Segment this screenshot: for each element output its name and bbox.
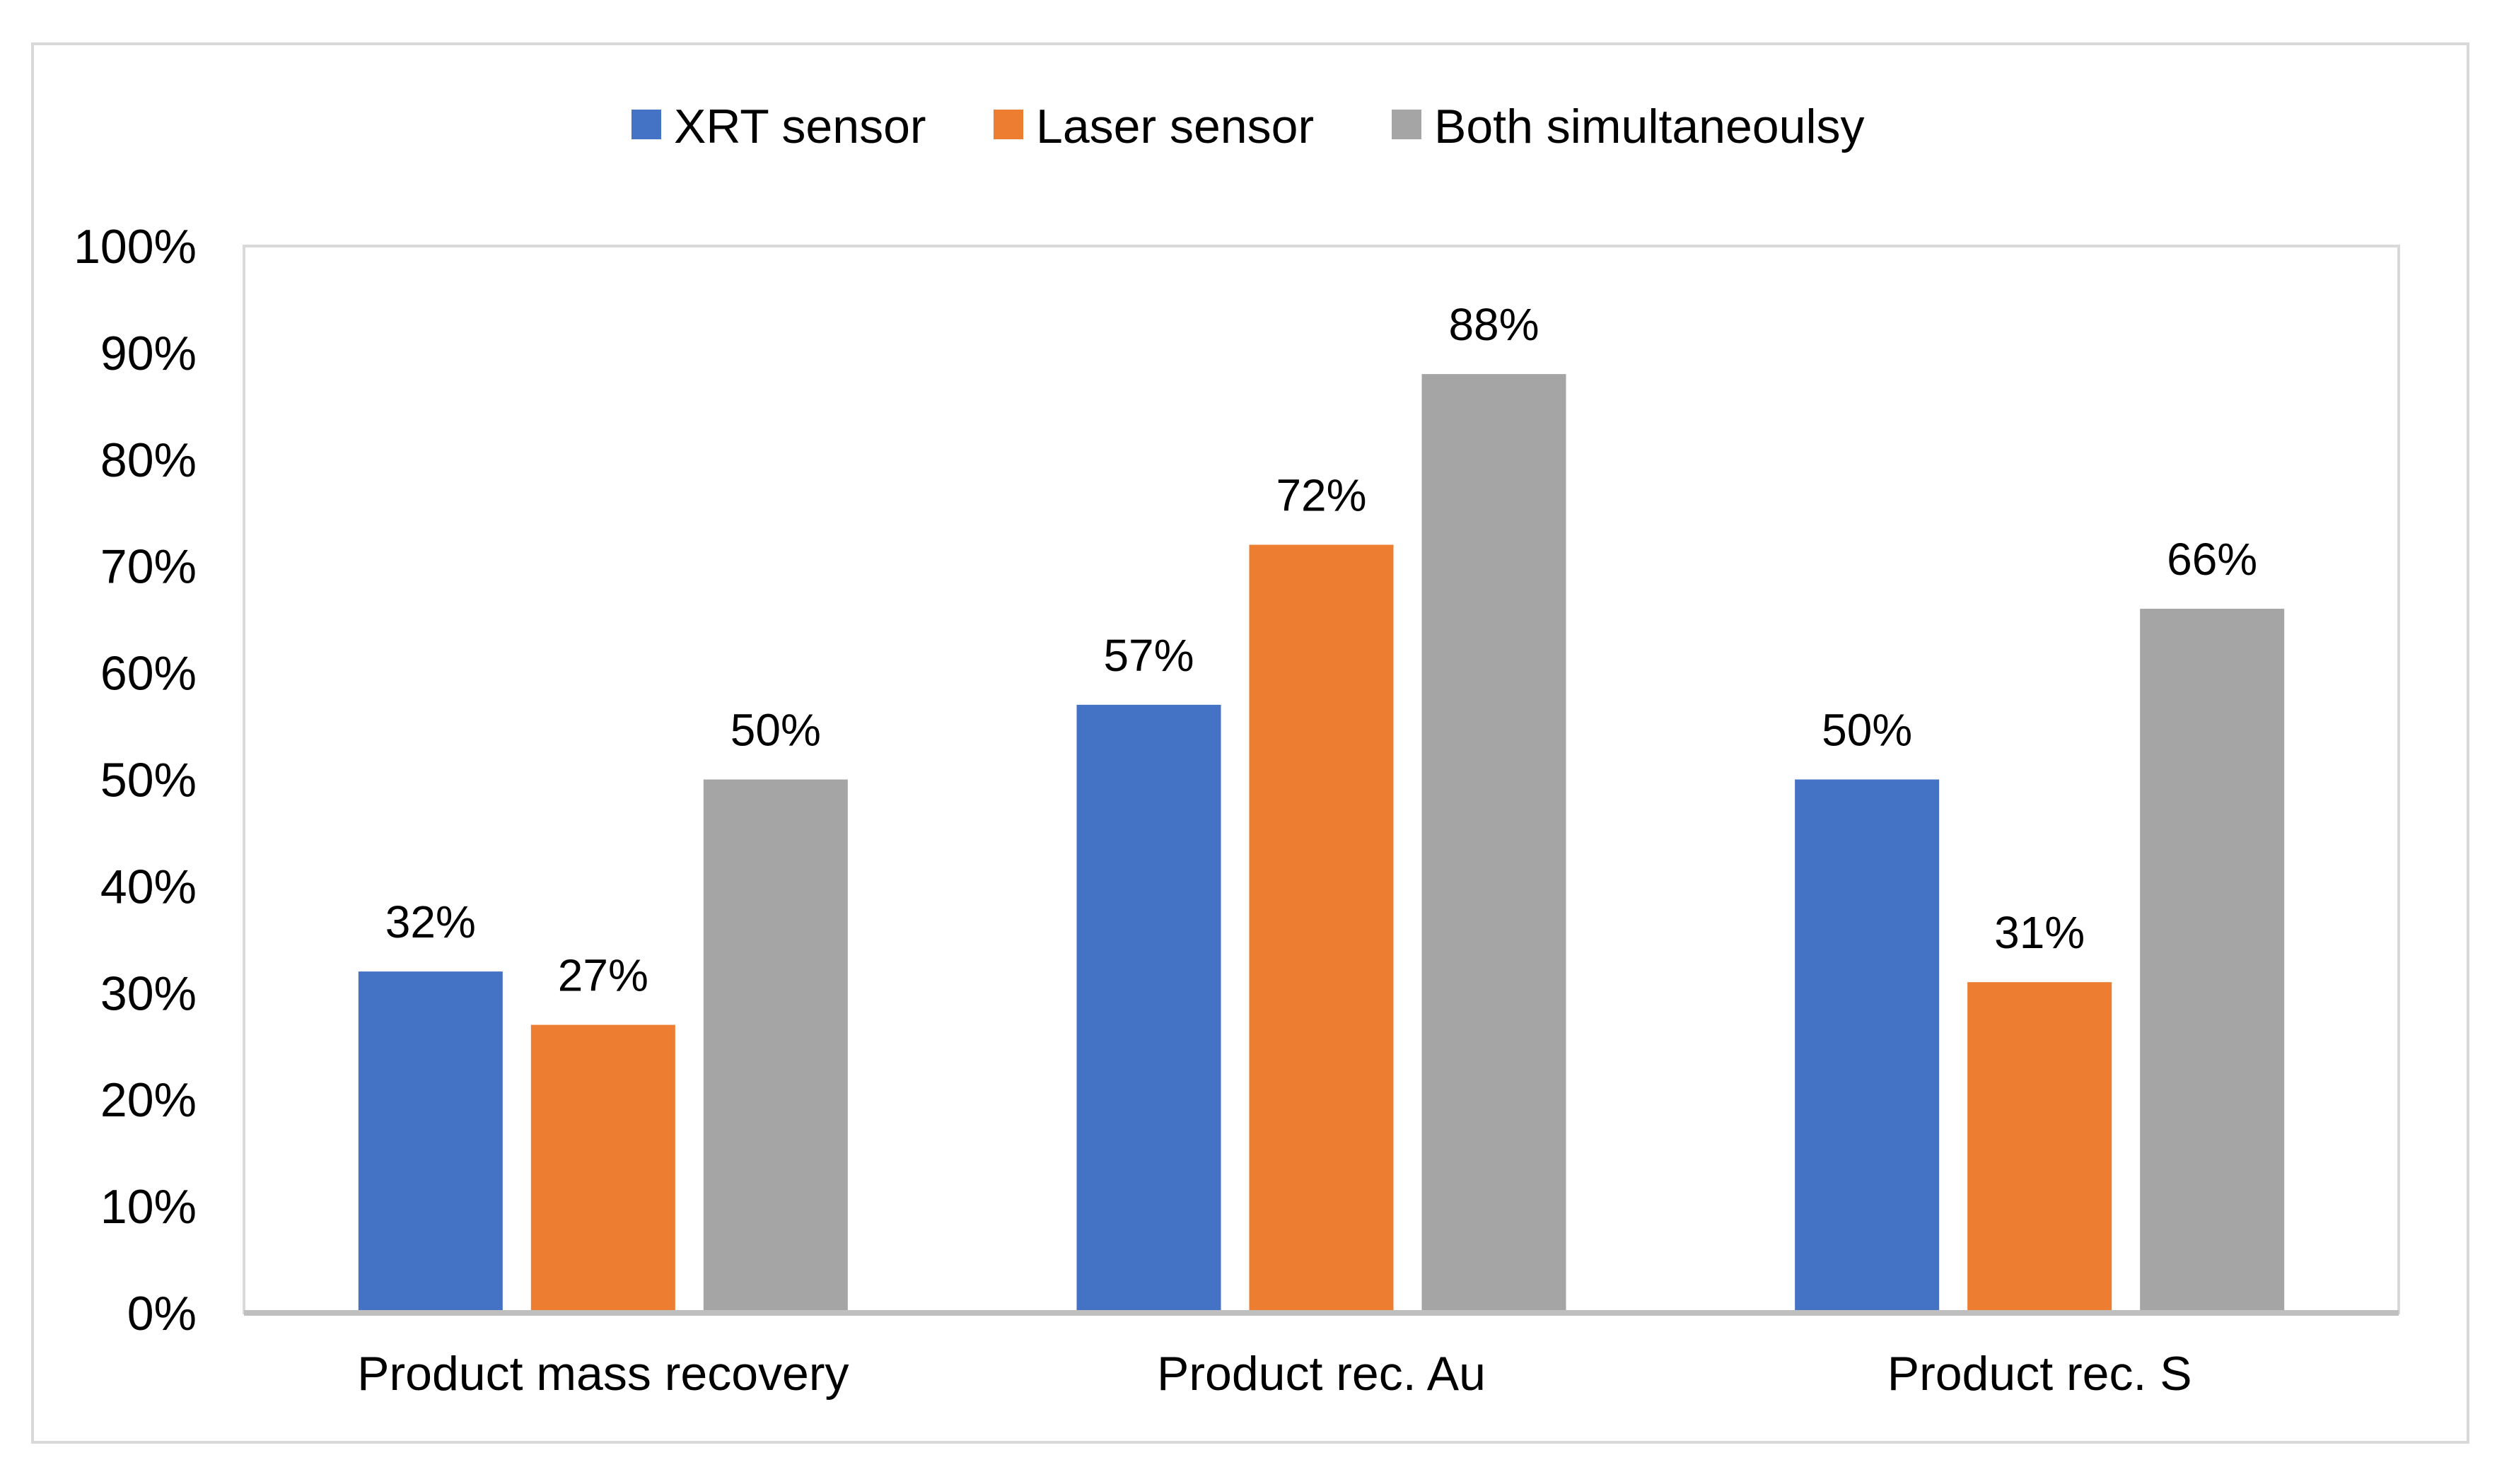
- plot-area: 0% 10% 20% 30% 40% 50% 60% 70% 80% 90% 100% 32% 57% 5…: [74, 220, 2400, 1401]
- legend-swatch: [1392, 110, 1421, 139]
- legend-swatch: [631, 110, 661, 139]
- legend-label: XRT sensor: [674, 100, 926, 153]
- bar: [1421, 374, 1566, 1313]
- x-tick-label: Product mass recovery: [357, 1347, 849, 1401]
- y-tick-label: 10%: [100, 1180, 197, 1234]
- y-tick-label: 40%: [100, 860, 197, 913]
- legend-item: Both simultaneoulsy: [1392, 100, 1865, 153]
- data-label: 88%: [1448, 299, 1539, 350]
- data-label: 57%: [1103, 630, 1194, 681]
- bar: [1249, 544, 1394, 1313]
- bar: [1795, 779, 1940, 1313]
- x-tick-label: Product rec. S: [1887, 1347, 2192, 1401]
- bar: [703, 779, 848, 1313]
- legend: XRT sensor Laser sensor Both simultaneouls…: [631, 100, 1865, 153]
- legend-item: Laser sensor: [994, 100, 1314, 153]
- y-tick-label: 90%: [100, 327, 197, 380]
- data-label: 50%: [1822, 705, 1912, 756]
- data-label: 50%: [731, 705, 821, 756]
- data-label: 32%: [385, 896, 476, 947]
- bar: [2140, 609, 2285, 1313]
- y-tick-label: 0%: [127, 1287, 197, 1340]
- y-tick-label: 100%: [74, 220, 197, 274]
- data-label: 31%: [1994, 907, 2085, 958]
- x-tick-label: Product rec. Au: [1157, 1347, 1486, 1401]
- y-tick-label: 80%: [100, 433, 197, 487]
- data-label: 66%: [2167, 534, 2257, 585]
- y-tick-label: 30%: [100, 966, 197, 1020]
- bar: [1076, 704, 1221, 1313]
- data-label: 72%: [1276, 470, 1366, 521]
- y-tick-label: 20%: [100, 1073, 197, 1127]
- data-label: 27%: [558, 950, 648, 1001]
- bar: [1967, 982, 2112, 1313]
- y-tick-label: 70%: [100, 540, 197, 594]
- bar: [530, 1024, 675, 1313]
- legend-label: Both simultaneoulsy: [1434, 100, 1865, 153]
- legend-item: XRT sensor: [631, 100, 926, 153]
- legend-label: Laser sensor: [1036, 100, 1314, 153]
- bar: [358, 971, 503, 1313]
- legend-swatch: [994, 110, 1023, 139]
- y-tick-label: 60%: [100, 647, 197, 701]
- y-tick-label: 50%: [100, 754, 197, 807]
